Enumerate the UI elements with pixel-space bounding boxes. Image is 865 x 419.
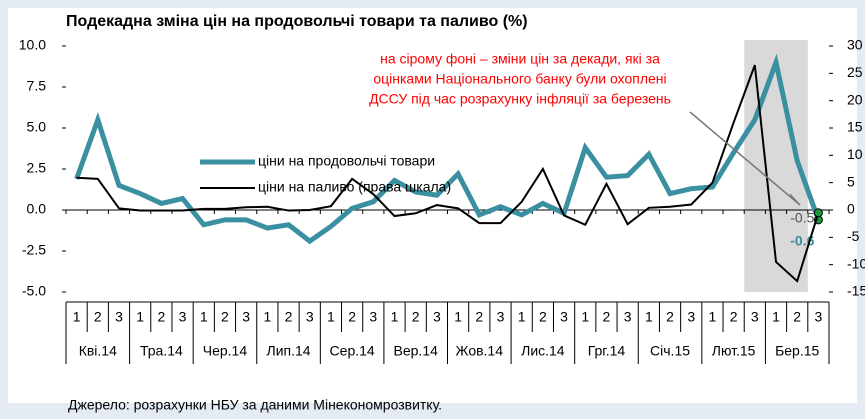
series-line (74, 53, 821, 245)
chart-area (8, 8, 857, 403)
y-tick-label: 2.5 (27, 160, 47, 176)
y2-tick-label: 10 (847, 146, 863, 162)
x-tick-label: 2 (285, 309, 293, 325)
x-tick-label: 2 (475, 309, 483, 325)
x-tick-label: 2 (94, 309, 102, 325)
x-tick-label: 2 (730, 309, 738, 325)
legend-label: ціни на продовольчі товари (258, 153, 435, 169)
x-tick-label: 1 (581, 309, 589, 325)
month-label: Лют.15 (712, 343, 756, 359)
x-tick-label: 3 (242, 309, 250, 325)
month-label: Бер.15 (775, 343, 819, 359)
x-tick-label: 2 (666, 309, 674, 325)
x-tick-label: 2 (793, 309, 801, 325)
x-tick-label: 2 (221, 309, 229, 325)
x-tick-label: 1 (263, 309, 271, 325)
x-tick-label: 3 (433, 309, 441, 325)
annotation-arrow (689, 111, 801, 206)
x-tick-label: 2 (348, 309, 356, 325)
x-tick-label: 1 (391, 309, 399, 325)
y2-tick-label: -15 (847, 283, 865, 299)
y-tick-label: 7.5 (27, 78, 47, 94)
y2-tick-label: 5 (847, 173, 855, 189)
annotation-arrowhead (789, 193, 801, 206)
x-tick-label: 2 (157, 309, 165, 325)
annotation-line: на сірому фоні – зміни цін за декади, як… (380, 51, 660, 67)
x-tick-label: 3 (497, 309, 505, 325)
y-tick-label: 0.0 (27, 201, 47, 217)
x-tick-label: 2 (539, 309, 547, 325)
x-tick-label: 3 (179, 309, 187, 325)
annotation-line: оцінками Національного банку були охопле… (373, 71, 666, 87)
x-tick-label: 1 (327, 309, 335, 325)
annotation-line: ДССУ під час розрахунку інфляції за бере… (369, 91, 671, 107)
x-tick-label: 1 (200, 309, 208, 325)
x-tick-label: 3 (306, 309, 314, 325)
series-line (76, 64, 820, 283)
source: Джерело: розрахунки НБУ за даними Мінеко… (68, 397, 442, 413)
x-tick-label: 3 (751, 309, 759, 325)
data-label: -0.5 (790, 209, 814, 225)
month-label: Сер.14 (330, 343, 375, 359)
x-tick-label: 1 (709, 309, 717, 325)
x-tick-label: 1 (772, 309, 780, 325)
annotation: на сірому фоні – зміни цін за декади, як… (369, 51, 671, 107)
y2-tick-label: 30 (847, 37, 863, 53)
x-tick-label: 2 (603, 309, 611, 325)
x-tick-label: 1 (136, 309, 144, 325)
x-tick-label: 1 (73, 309, 81, 325)
month-label: Жов.14 (456, 343, 504, 359)
x-tick-label: 1 (454, 309, 462, 325)
x-tick-label: 3 (115, 309, 123, 325)
x-tick-label: 1 (645, 309, 653, 325)
month-label: Кві.14 (79, 343, 117, 359)
y2-tick-label: 25 (847, 64, 863, 80)
x-tick-label: 3 (815, 309, 823, 325)
y-tick-label: -5.0 (22, 283, 46, 299)
y-tick-label: 10.0 (19, 37, 46, 53)
month-label: Лис.14 (521, 343, 565, 359)
month-label: Січ.15 (650, 343, 690, 359)
x-tick-label: 3 (624, 309, 632, 325)
x-tick-label: 3 (560, 309, 568, 325)
y2-tick-label: 15 (847, 119, 863, 135)
end-marker (813, 208, 823, 218)
y2-tick-label: -10 (847, 255, 865, 271)
y-tick-label: 5.0 (27, 119, 47, 135)
y2-tick-label: -5 (847, 228, 860, 244)
y2-tick-label: 0 (847, 201, 855, 217)
month-label: Грг.14 (588, 343, 626, 359)
chart-title: Подекадна зміна цін на продовольчі товар… (66, 13, 528, 30)
legend-label: ціни на паливо (права шкала) (258, 179, 451, 195)
y2-tick-label: 20 (847, 91, 863, 107)
x-tick-label: 3 (687, 309, 695, 325)
month-label: Тра.14 (140, 343, 183, 359)
x-tick-label: 3 (369, 309, 377, 325)
x-tick-label: 2 (412, 309, 420, 325)
month-label: Чер.14 (203, 343, 248, 359)
y-tick-label: -2.5 (22, 242, 46, 258)
x-tick-label: 1 (518, 309, 526, 325)
month-label: Вер.14 (394, 343, 439, 359)
month-label: Лип.14 (267, 343, 311, 359)
